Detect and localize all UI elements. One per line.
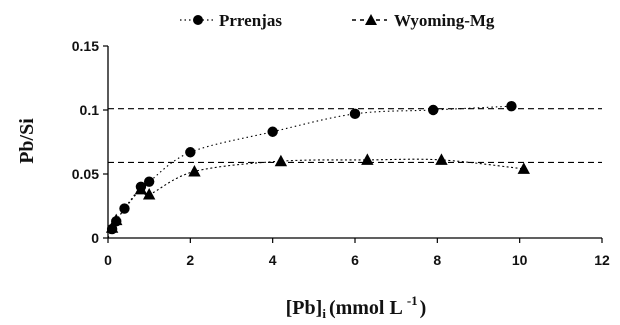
point-wyoming-mg-3 [142,187,156,200]
x-tick-label-1: 2 [186,252,194,268]
point-prrenjas-7 [349,108,361,120]
legend-label-wyoming-mg: Wyoming-Mg [394,11,495,30]
legend-label-prrenjas: Prrenjas [219,11,282,30]
point-wyoming-mg-6 [361,153,374,165]
point-prrenjas-2 [119,203,130,214]
point-prrenjas-8 [428,104,439,116]
x-tick-label-6: 12 [594,252,610,268]
x-tick-label-4: 8 [433,252,441,268]
legend-marker-wyoming-mg [365,14,377,25]
x-tick-label-5: 10 [512,252,528,268]
axes: 0 0.05 0.1 0.15 0 2 4 6 8 10 12 [72,38,610,268]
x-axis-title-main: [Pb] [286,297,323,319]
y-tick-label-0: 0 [91,230,99,246]
point-wyoming-mg-2 [134,182,148,195]
x-axis-title-rest: (mmol L [329,297,403,319]
x-tick-label-0: 0 [104,252,112,268]
y-tick-label-3: 0.15 [72,38,99,54]
point-wyoming-mg-7 [435,153,448,165]
plot-area [105,100,602,239]
x-axis-title: [Pb]i (mmol L -1) [286,293,427,321]
legend-marker-prrenjas [193,15,203,25]
y-axis-title: Pb/Si [16,118,38,164]
point-prrenjas-9 [506,100,517,112]
x-tick-label-3: 6 [351,252,359,268]
point-wyoming-mg-0 [105,221,119,233]
y-tick-label-2: 0.1 [80,102,100,118]
point-prrenjas-6 [267,126,278,137]
legend: Prrenjas Wyoming-Mg [180,11,495,30]
trend-line-wyoming-mg [107,158,524,239]
x-axis-title-subscript: i [322,306,326,321]
point-prrenjas-4 [143,176,155,187]
trend-line-prrenjas [107,105,512,239]
point-wyoming-mg-8 [517,162,530,174]
point-prrenjas-5 [185,147,196,158]
legend-entry-wyoming-mg: Wyoming-Mg [352,11,495,30]
legend-entry-prrenjas: Prrenjas [180,11,282,30]
x-axis-title-superscript: -1 [407,293,418,308]
y-tick-label-1: 0.05 [72,166,99,182]
point-wyoming-mg-4 [188,164,201,177]
point-wyoming-mg-1 [110,213,123,226]
x-axis-title-close: ) [420,297,427,319]
x-tick-label-2: 4 [269,252,277,268]
point-wyoming-mg-5 [274,154,288,167]
